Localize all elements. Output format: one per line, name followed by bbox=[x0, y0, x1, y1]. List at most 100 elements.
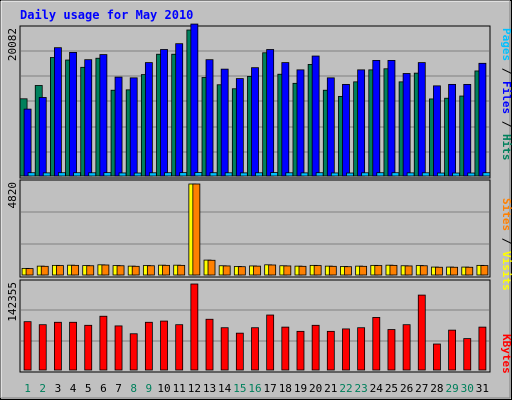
bar-kbytes-day-1 bbox=[23, 321, 32, 371]
x-tick-label-day-19: 19 bbox=[294, 382, 307, 395]
bar-pages-day-12 bbox=[194, 172, 203, 177]
bar-kbytes-day-12 bbox=[190, 283, 199, 371]
bar-pages-day-10 bbox=[164, 172, 172, 177]
bar-kbytes-day-7 bbox=[114, 325, 123, 371]
bar-pages-day-23 bbox=[361, 172, 370, 177]
bar-kbytes-day-5 bbox=[84, 324, 93, 371]
bar-sites-day-30 bbox=[465, 266, 474, 276]
panel-3: 142355 bbox=[6, 279, 491, 373]
bar-pages-day-18 bbox=[285, 172, 294, 177]
bar-pages-day-19 bbox=[300, 172, 309, 177]
bar-sites-day-1 bbox=[25, 268, 34, 276]
x-tick-label-day-13: 13 bbox=[203, 382, 216, 395]
bar-files-day-31 bbox=[478, 62, 487, 177]
visits-label: Visits bbox=[500, 251, 512, 291]
label-sep-2: / bbox=[500, 114, 512, 134]
bar-sites-day-31 bbox=[480, 265, 489, 276]
bar-sites-day-21 bbox=[328, 265, 337, 276]
bar-kbytes-day-16 bbox=[251, 327, 259, 371]
bar-kbytes-day-24 bbox=[372, 317, 381, 371]
bar-sites-day-27 bbox=[419, 265, 428, 276]
bar-files-day-14 bbox=[220, 68, 229, 177]
x-tick-label-day-17: 17 bbox=[264, 382, 277, 395]
x-tick-label-day-23: 23 bbox=[355, 382, 368, 395]
bar-files-day-13 bbox=[205, 59, 214, 177]
bar-kbytes-day-22 bbox=[342, 328, 350, 371]
bar-files-day-19 bbox=[296, 69, 305, 177]
bar-kbytes-day-30 bbox=[463, 338, 472, 371]
panel-1: 20082 bbox=[6, 23, 491, 179]
x-tick-label-day-30: 30 bbox=[461, 382, 474, 395]
bar-pages-day-2 bbox=[42, 172, 51, 177]
x-tick-label-day-14: 14 bbox=[218, 382, 232, 395]
bar-kbytes-day-27 bbox=[417, 294, 426, 371]
bar-pages-day-8 bbox=[133, 172, 142, 177]
bar-sites-day-7 bbox=[116, 265, 125, 276]
bar-sites-day-23 bbox=[359, 265, 368, 276]
bar-sites-day-29 bbox=[450, 266, 458, 276]
x-tick-label-day-8: 8 bbox=[130, 382, 137, 395]
bar-files-day-5 bbox=[84, 59, 93, 177]
bar-sites-day-19 bbox=[298, 265, 307, 276]
x-tick-label-day-18: 18 bbox=[279, 382, 292, 395]
x-tick-label-day-7: 7 bbox=[115, 382, 122, 395]
x-tick-label-day-28: 28 bbox=[430, 382, 443, 395]
bar-kbytes-day-2 bbox=[38, 324, 47, 371]
bar-files-day-22 bbox=[342, 83, 350, 177]
bar-pages-day-24 bbox=[376, 172, 385, 177]
bar-files-day-15 bbox=[235, 78, 244, 177]
bar-kbytes-day-6 bbox=[99, 315, 108, 371]
bar-sites-day-11 bbox=[177, 264, 186, 276]
bar-files-day-20 bbox=[311, 55, 320, 177]
bar-files-day-2 bbox=[38, 97, 47, 177]
bar-kbytes-day-26 bbox=[402, 324, 411, 371]
x-tick-label-day-1: 1 bbox=[24, 382, 31, 395]
bar-sites-day-10 bbox=[162, 264, 170, 276]
bar-kbytes-day-15 bbox=[235, 332, 244, 371]
sites-label: Sites bbox=[500, 198, 512, 231]
x-tick-label-day-26: 26 bbox=[400, 382, 413, 395]
bar-kbytes-day-17 bbox=[266, 314, 275, 371]
bar-files-day-26 bbox=[402, 73, 411, 177]
x-tick-label-day-24: 24 bbox=[370, 382, 384, 395]
bar-kbytes-day-19 bbox=[296, 330, 305, 371]
pages-label: Pages bbox=[500, 28, 512, 61]
bar-kbytes-day-14 bbox=[220, 327, 229, 371]
x-tick-label-day-29: 29 bbox=[445, 382, 458, 395]
bar-kbytes-day-23 bbox=[357, 327, 366, 371]
bar-sites-day-9 bbox=[146, 265, 155, 276]
bar-files-day-16 bbox=[251, 67, 259, 177]
bar-sites-day-17 bbox=[268, 264, 277, 276]
bar-pages-day-29 bbox=[452, 172, 460, 177]
bar-files-day-28 bbox=[433, 85, 441, 177]
bar-files-day-27 bbox=[417, 62, 426, 177]
bar-pages-day-21 bbox=[330, 172, 339, 177]
bar-files-day-8 bbox=[129, 77, 138, 177]
bar-sites-day-6 bbox=[101, 264, 110, 276]
bar-pages-day-26 bbox=[406, 172, 415, 177]
bar-files-day-18 bbox=[281, 62, 290, 177]
bar-sites-day-18 bbox=[283, 265, 292, 276]
right-label-lower: KBytes bbox=[500, 334, 512, 374]
bar-kbytes-day-28 bbox=[433, 343, 441, 371]
bar-files-day-6 bbox=[99, 54, 108, 177]
bar-sites-day-5 bbox=[86, 265, 95, 276]
right-label-upper: Pages / Files / Hits bbox=[500, 28, 512, 161]
bar-sites-day-13 bbox=[207, 259, 216, 276]
bar-pages-day-25 bbox=[391, 172, 400, 177]
bar-kbytes-day-10 bbox=[160, 320, 168, 371]
bar-sites-day-22 bbox=[344, 266, 352, 276]
bar-sites-day-12 bbox=[192, 183, 201, 276]
bar-sites-day-20 bbox=[313, 265, 322, 276]
bar-kbytes-day-25 bbox=[387, 329, 396, 371]
bar-kbytes-day-11 bbox=[175, 324, 184, 371]
bar-kbytes-day-21 bbox=[326, 330, 335, 371]
x-tick-label-day-9: 9 bbox=[146, 382, 153, 395]
x-tick-label-day-31: 31 bbox=[476, 382, 489, 395]
y-max-label: 4820 bbox=[6, 182, 19, 209]
bar-files-day-30 bbox=[463, 83, 472, 177]
bar-files-day-23 bbox=[357, 69, 366, 177]
bar-files-day-11 bbox=[175, 43, 184, 177]
bar-files-day-29 bbox=[448, 83, 456, 177]
